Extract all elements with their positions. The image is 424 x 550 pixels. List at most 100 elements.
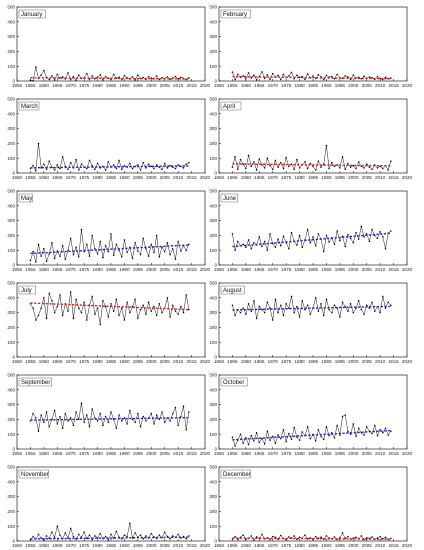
data-point [48, 426, 50, 428]
data-point [59, 77, 61, 79]
x-tick-label: 1970 [268, 359, 279, 364]
data-point [177, 533, 179, 536]
data-point [53, 79, 56, 81]
data-point [48, 292, 50, 295]
data-point [115, 243, 118, 246]
panel-august: 0 100 200 300 400 500 1950 1955 1960 1965 1970 1975… [209, 281, 412, 364]
data-point [293, 168, 295, 171]
data-point [163, 421, 166, 424]
data-point [86, 319, 88, 321]
data-point [118, 249, 120, 251]
x-tick-label: 1995 [335, 543, 346, 548]
panel-december: 0 100 200 300 400 500 1950 1955 1960 1965 1970 1975… [209, 465, 412, 548]
x-tick-label: 1955 [25, 267, 36, 272]
x-tick-label: 1970 [268, 267, 279, 272]
data-point [282, 429, 285, 431]
data-point [239, 158, 242, 161]
data-point [80, 402, 83, 404]
y-tick-label: 300 [7, 310, 15, 315]
y-tick-label: 500 [209, 281, 217, 286]
x-tick-label: 1975 [79, 359, 90, 364]
x-tick-label: 1960 [241, 451, 252, 456]
x-tick-label: 2005 [362, 175, 373, 180]
x-tick-label: 2010 [375, 451, 386, 456]
data-point [320, 302, 322, 305]
data-point [280, 534, 282, 537]
data-point [314, 535, 317, 538]
data-point [357, 427, 360, 430]
x-tick-label: 1950 [214, 359, 225, 364]
data-point [258, 158, 261, 160]
data-point [379, 230, 381, 233]
x-tick-label: 1955 [25, 359, 36, 364]
data-point [99, 240, 102, 243]
data-point [174, 167, 177, 170]
x-tick-label: 2020 [402, 83, 413, 88]
data-point [75, 158, 77, 161]
data-point [355, 167, 357, 170]
plot-frame [218, 282, 408, 358]
data-point [309, 242, 312, 244]
y-tick-label: 0 [12, 539, 15, 544]
data-point [314, 245, 317, 247]
x-tick-label: 1975 [281, 267, 292, 272]
x-tick-label: 1960 [241, 175, 252, 180]
data-point [177, 164, 179, 166]
data-point [145, 535, 147, 537]
data-point [126, 301, 128, 303]
data-point [288, 247, 290, 250]
data-point [56, 305, 59, 308]
x-tick-label: 1960 [39, 543, 50, 548]
x-tick-label: 1960 [241, 543, 252, 548]
data-point [78, 418, 80, 421]
x-tick-label: 2005 [160, 451, 171, 456]
month-label-box [220, 9, 251, 19]
data-point [32, 164, 34, 167]
data-point [306, 228, 309, 231]
data-point [322, 314, 325, 317]
x-tick-label: 1995 [133, 451, 144, 456]
data-point [306, 538, 309, 540]
data-point [78, 169, 80, 171]
x-tick-label: 1965 [254, 83, 265, 88]
data-point [269, 78, 271, 80]
data-point [43, 297, 45, 299]
data-point [61, 427, 64, 430]
month-label: June [223, 196, 237, 202]
x-tick-label: 1980 [294, 175, 305, 180]
data-point [247, 302, 250, 305]
data-point [266, 157, 269, 159]
data-point [333, 304, 336, 306]
data-point [387, 301, 389, 303]
data-point [45, 535, 48, 537]
data-point [94, 313, 96, 315]
month-label-box [18, 377, 52, 387]
data-point [261, 71, 263, 73]
data-point [258, 441, 261, 444]
month-label: March [21, 104, 38, 110]
data-point [118, 414, 120, 416]
data-point [134, 421, 136, 424]
x-tick-label: 1980 [294, 543, 305, 548]
data-point [382, 295, 384, 298]
data-point [163, 162, 166, 165]
x-tick-label: 1995 [335, 359, 346, 364]
data-point [142, 415, 144, 418]
y-tick-label: 300 [7, 402, 15, 407]
x-tick-label: 2020 [402, 175, 413, 180]
data-point [174, 310, 177, 312]
x-tick-label: 2020 [402, 451, 413, 456]
x-tick-label: 1965 [52, 451, 63, 456]
x-tick-label: 1965 [52, 359, 63, 364]
y-tick-label: 400 [209, 203, 217, 208]
y-tick-label: 500 [7, 281, 15, 286]
data-point [296, 305, 298, 308]
data-point [371, 301, 373, 303]
data-point [177, 313, 179, 315]
month-label-box [18, 469, 49, 479]
month-label: September [21, 380, 50, 386]
y-tick-label: 0 [214, 171, 217, 176]
data-point [134, 242, 136, 244]
data-point [263, 443, 266, 445]
data-point [242, 534, 244, 536]
